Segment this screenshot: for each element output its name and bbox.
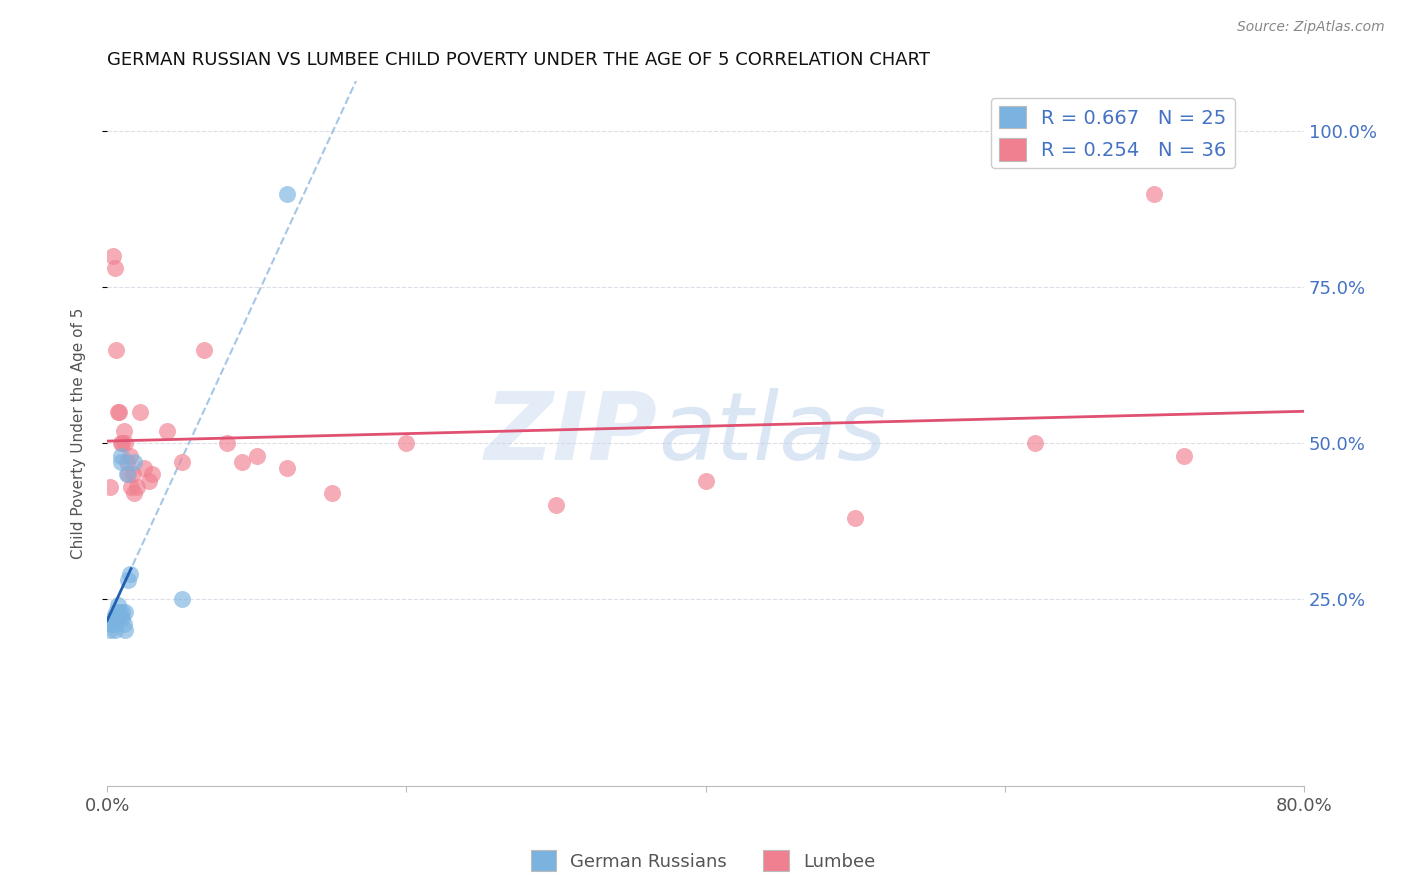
Point [107,599,129,613]
Point [100,617,122,632]
Point [118,567,141,582]
Point [395,436,418,450]
Point [276,461,298,475]
Point [98,480,121,494]
Legend: German Russians, Lumbee: German Russians, Lumbee [523,843,883,879]
Text: atlas: atlas [658,388,886,479]
Text: Source: ZipAtlas.com: Source: ZipAtlas.com [1237,20,1385,34]
Y-axis label: Child Poverty Under the Age of 5: Child Poverty Under the Age of 5 [72,308,86,559]
Point [112,424,135,438]
Point [695,474,717,488]
Point [112,617,135,632]
Point [101,611,124,625]
Point [110,436,132,450]
Point [108,605,131,619]
Point [114,436,136,450]
Point [544,499,567,513]
Point [118,449,141,463]
Point [134,461,156,475]
Point [1143,186,1166,201]
Point [215,436,238,450]
Point [101,617,124,632]
Point [110,449,132,463]
Point [107,611,129,625]
Point [103,261,125,276]
Point [108,405,131,419]
Point [193,343,215,357]
Point [108,611,131,625]
Point [125,480,148,494]
Point [276,186,298,201]
Point [103,611,125,625]
Point [114,624,136,638]
Point [129,405,152,419]
Point [101,249,124,263]
Point [117,574,139,588]
Point [111,436,134,450]
Point [121,467,143,482]
Point [115,467,138,482]
Point [844,511,866,525]
Point [120,480,142,494]
Point [105,611,128,625]
Point [246,449,269,463]
Point [138,474,160,488]
Point [156,424,179,438]
Point [122,455,145,469]
Point [103,624,125,638]
Point [114,605,136,619]
Point [170,592,193,607]
Point [105,605,128,619]
Point [110,455,132,469]
Point [170,455,193,469]
Point [105,343,128,357]
Point [1173,449,1195,463]
Point [122,486,145,500]
Point [141,467,163,482]
Point [115,455,138,469]
Point [1024,436,1046,450]
Point [231,455,253,469]
Point [117,467,139,482]
Text: ZIP: ZIP [485,388,658,480]
Point [107,405,129,419]
Point [111,611,134,625]
Point [321,486,343,500]
Legend: R = 0.667   N = 25, R = 0.254   N = 36: R = 0.667 N = 25, R = 0.254 N = 36 [991,98,1234,169]
Point [111,605,134,619]
Text: GERMAN RUSSIAN VS LUMBEE CHILD POVERTY UNDER THE AGE OF 5 CORRELATION CHART: GERMAN RUSSIAN VS LUMBEE CHILD POVERTY U… [107,51,931,69]
Point [98,624,121,638]
